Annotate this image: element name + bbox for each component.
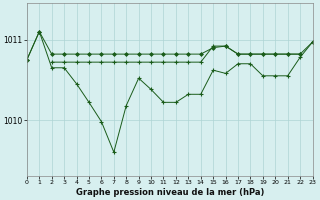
- X-axis label: Graphe pression niveau de la mer (hPa): Graphe pression niveau de la mer (hPa): [76, 188, 264, 197]
